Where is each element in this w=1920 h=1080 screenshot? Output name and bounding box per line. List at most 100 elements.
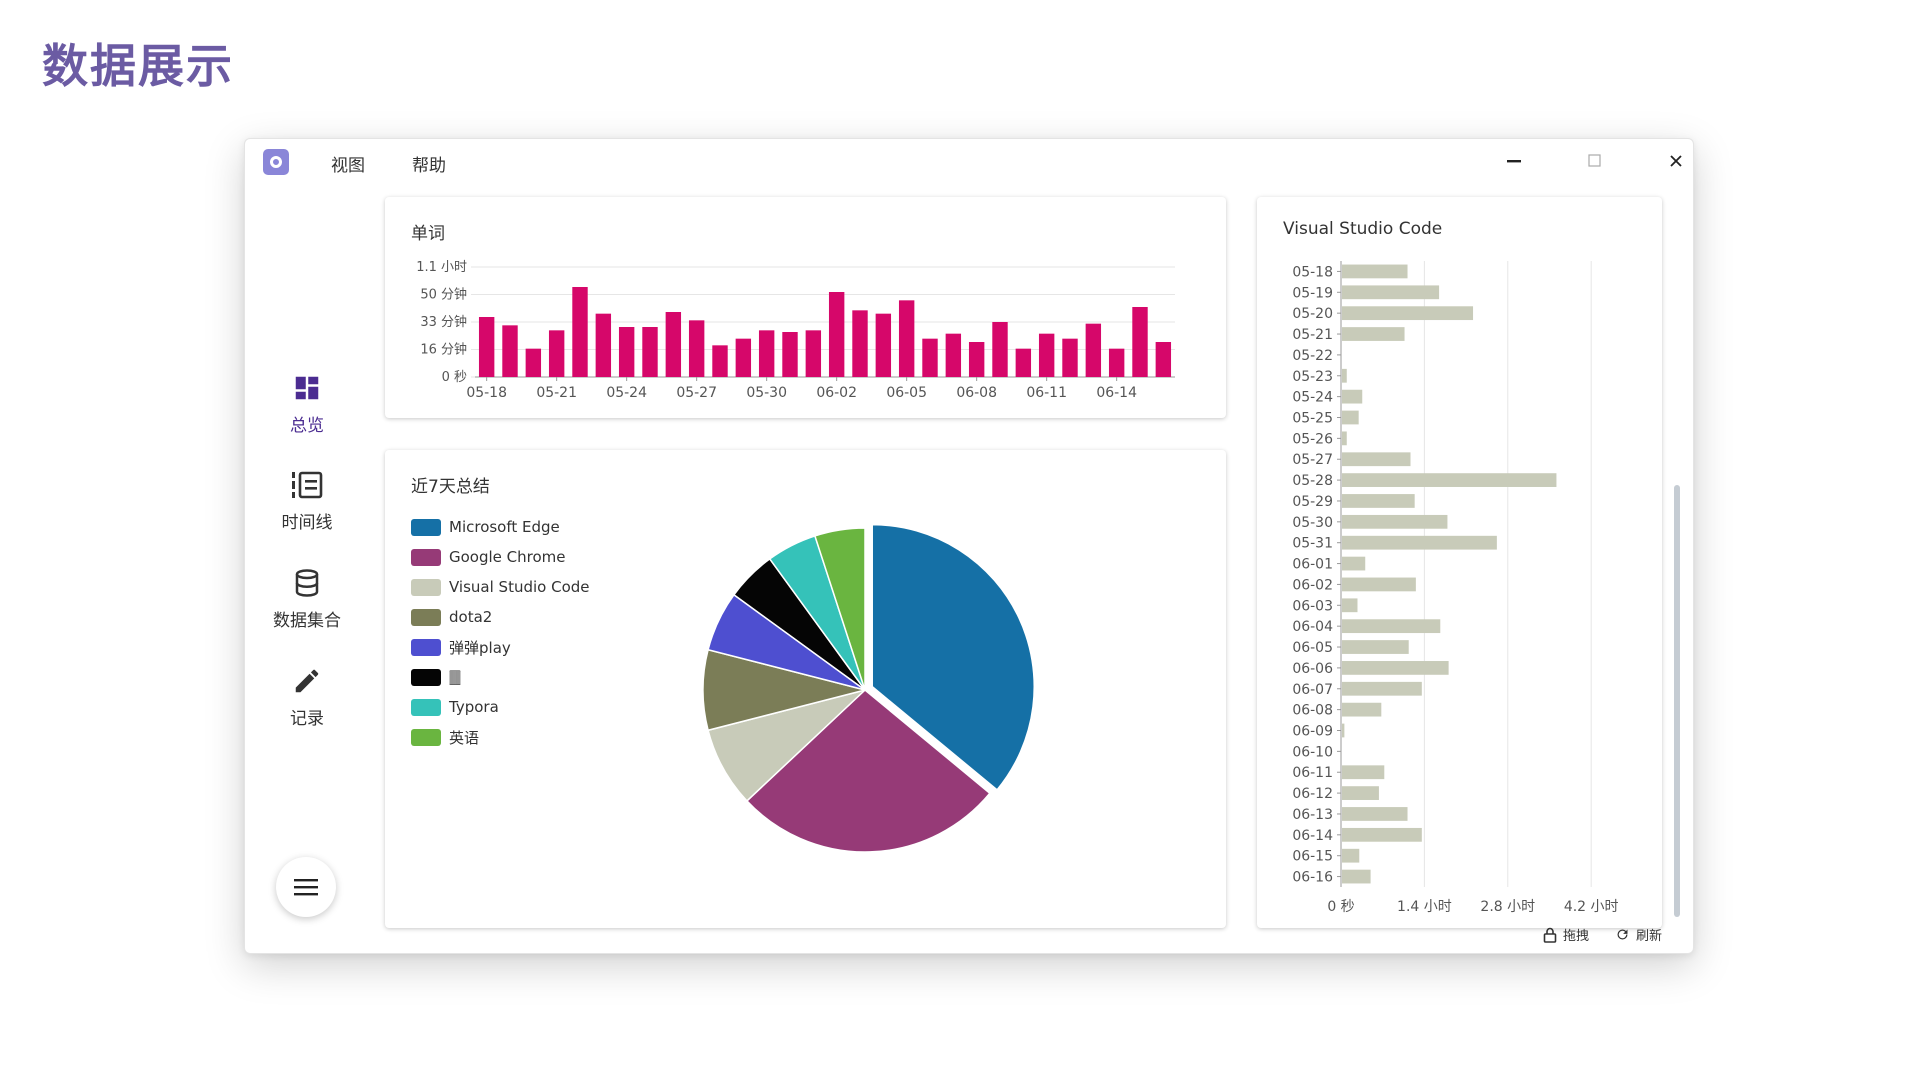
x-tick-label: 2.8 小时 (1480, 899, 1535, 915)
bar[interactable] (992, 322, 1008, 377)
sidebar-item-record[interactable]: 记录 (245, 666, 369, 729)
hbar[interactable] (1342, 389, 1363, 404)
y-tick-label: 06-16 (1292, 870, 1333, 886)
hbar[interactable] (1342, 869, 1371, 884)
bar[interactable] (572, 287, 588, 377)
legend-item[interactable]: 英语 (411, 722, 590, 752)
legend-item[interactable]: Microsoft Edge (411, 512, 590, 542)
sidebar-item-label: 数据集合 (273, 611, 341, 631)
hbar[interactable] (1342, 661, 1449, 675)
hbar[interactable] (1342, 535, 1497, 550)
hbar[interactable] (1342, 619, 1441, 634)
bar[interactable] (502, 325, 518, 377)
bar[interactable] (712, 345, 728, 377)
hbar[interactable] (1342, 431, 1347, 446)
legend-item[interactable]: Typora (411, 692, 590, 722)
y-tick-label: 33 分钟 (420, 314, 467, 330)
vscode-card: Visual Studio Code 0 秒 1.4 小时 2.8 小时 4.2 小时… (1257, 197, 1662, 928)
hbar[interactable] (1342, 765, 1385, 780)
hbar[interactable] (1342, 514, 1448, 529)
pie-slice[interactable] (745, 689, 991, 853)
sidebar-item-dataset[interactable]: 数据集合 (245, 568, 369, 631)
hbar[interactable] (1342, 807, 1408, 821)
hbar[interactable] (1342, 327, 1405, 341)
bar[interactable] (898, 300, 915, 377)
bar[interactable] (665, 312, 682, 377)
y-tick-label: 06-10 (1292, 744, 1333, 760)
minimize-icon[interactable] (1497, 147, 1531, 175)
hbar[interactable] (1342, 640, 1409, 654)
menu-help[interactable]: 帮助 (412, 156, 446, 176)
bar[interactable] (875, 313, 892, 377)
sidebar-item-label: 记录 (290, 709, 324, 729)
hbar[interactable] (1342, 473, 1557, 487)
x-tick-label: 05-18 (466, 385, 507, 401)
hbar[interactable] (1342, 410, 1359, 425)
legend-item[interactable]: Google Chrome (411, 542, 590, 572)
legend-item[interactable]: 弹弹play (411, 632, 590, 662)
bar[interactable] (688, 320, 705, 377)
bar[interactable] (1038, 333, 1055, 377)
hbar[interactable] (1342, 598, 1358, 613)
bar[interactable] (922, 338, 938, 377)
x-tick-label: 06-05 (886, 385, 927, 401)
scrollbar[interactable] (1674, 485, 1680, 917)
hbar[interactable] (1342, 285, 1440, 300)
pie-slice[interactable] (813, 527, 866, 691)
bar[interactable] (642, 327, 658, 377)
hbar[interactable] (1342, 681, 1422, 696)
bar[interactable] (1015, 348, 1032, 377)
bar[interactable] (735, 338, 752, 377)
pie-slice[interactable] (871, 523, 1035, 791)
legend-item[interactable]: dota2 (411, 602, 590, 632)
bar[interactable] (805, 330, 822, 377)
x-tick-label: 05-24 (606, 385, 647, 401)
hbar[interactable] (1342, 786, 1379, 800)
refresh-button[interactable]: 刷新 (1615, 925, 1662, 944)
bar[interactable] (782, 332, 798, 377)
y-tick-label: 06-13 (1292, 807, 1333, 823)
bar[interactable] (595, 313, 612, 377)
hbar[interactable] (1342, 452, 1411, 467)
bar[interactable] (1062, 338, 1078, 377)
bar[interactable] (852, 310, 868, 377)
bar[interactable] (1155, 342, 1172, 377)
bar[interactable] (548, 330, 565, 377)
hbar[interactable] (1342, 577, 1416, 592)
menu-view[interactable]: 视图 (331, 156, 365, 176)
hbar[interactable] (1342, 264, 1408, 279)
slide-title: 数据展示 (42, 39, 234, 93)
bar[interactable] (758, 330, 775, 377)
hbar[interactable] (1342, 702, 1382, 717)
bar[interactable] (1132, 307, 1148, 377)
refresh-label: 刷新 (1636, 929, 1663, 944)
y-tick-label: 06-11 (1292, 765, 1333, 781)
sidebar-item-timeline[interactable]: 时间线 (245, 470, 369, 533)
lock-drag-button[interactable]: 拖拽 (1543, 925, 1589, 944)
hbar[interactable] (1342, 827, 1422, 842)
hbar[interactable] (1342, 723, 1345, 738)
bar[interactable] (968, 342, 985, 377)
sidebar-item-overview[interactable]: 总览 (245, 373, 369, 436)
bar[interactable] (1085, 323, 1102, 377)
hbar[interactable] (1342, 306, 1474, 321)
bar[interactable] (478, 317, 495, 377)
hbar[interactable] (1342, 494, 1415, 508)
maximize-icon[interactable] (1578, 147, 1612, 175)
hbar[interactable] (1342, 368, 1347, 383)
bar[interactable] (1108, 348, 1125, 377)
legend-item[interactable]: 🀫 (411, 662, 590, 692)
legend-label: Microsoft Edge (449, 518, 560, 536)
close-icon[interactable] (1659, 147, 1693, 175)
bar[interactable] (828, 292, 845, 377)
hamburger-menu-icon[interactable] (276, 857, 336, 917)
bar[interactable] (618, 327, 635, 377)
hbar[interactable] (1342, 556, 1366, 571)
legend-swatch (411, 608, 441, 626)
bar[interactable] (525, 348, 542, 377)
y-tick-label: 06-08 (1292, 703, 1333, 719)
y-tick-label: 06-06 (1292, 661, 1333, 677)
hbar[interactable] (1342, 848, 1360, 863)
bar[interactable] (945, 333, 962, 377)
legend-item[interactable]: Visual Studio Code (411, 572, 590, 602)
